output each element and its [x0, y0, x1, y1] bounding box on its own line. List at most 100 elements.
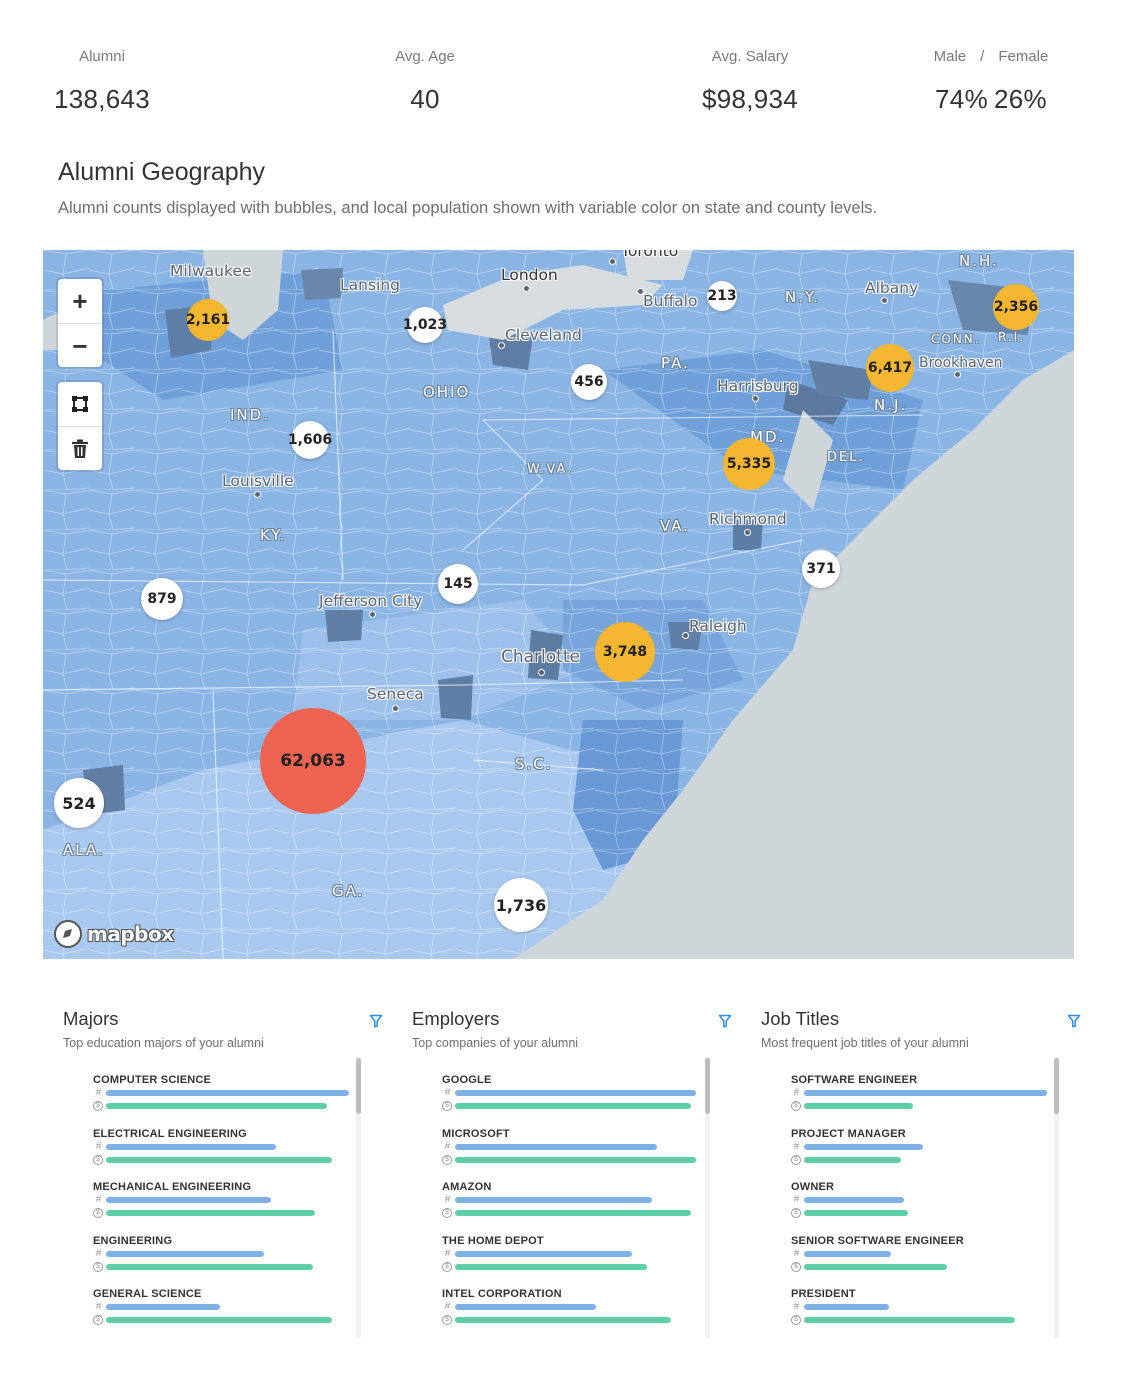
state-label-pa: PA.	[661, 354, 690, 372]
salary-bar[interactable]	[455, 1263, 647, 1270]
item-name: AMAZON	[442, 1181, 492, 1193]
salary-bar[interactable]	[804, 1103, 914, 1109]
panel-title: Employers	[412, 1008, 500, 1029]
list-item[interactable]: MECHANICAL ENGINEERING # $	[93, 1179, 349, 1233]
list-item[interactable]: SENIOR SOFTWARE ENGINEER # $	[791, 1233, 1047, 1287]
list-item[interactable]: OWNER # $	[791, 1179, 1047, 1233]
majors-list: COMPUTER SCIENCE # $ ELECTRICAL ENGINEERING…	[93, 1072, 349, 1340]
count-bar[interactable]	[455, 1143, 657, 1150]
geography-title: Alumni Geography	[58, 158, 266, 186]
mapbox-logo[interactable]: mapbox	[53, 919, 174, 949]
scrollbar-thumb[interactable]	[1054, 1058, 1059, 1114]
bubble-1606[interactable]: 1,606	[288, 421, 332, 459]
salary-bar-row: $	[791, 1100, 1047, 1112]
bubble-62063[interactable]: 62,063	[260, 708, 366, 814]
count-bar[interactable]	[804, 1304, 890, 1310]
count-bar-track	[455, 1250, 698, 1257]
list-item[interactable]: SOFTWARE ENGINEER # $	[791, 1072, 1047, 1126]
count-bar[interactable]	[455, 1250, 633, 1257]
bubble-213[interactable]: 213	[707, 281, 737, 311]
salary-bar-track	[106, 1156, 349, 1163]
salary-bar-row: $	[93, 1154, 349, 1166]
alumni-map[interactable]: N.H. N.Y. CONN. R.I. PA. N.J. OHIO IND. …	[43, 250, 1074, 959]
bubble-456[interactable]: 456	[571, 364, 607, 400]
list-item[interactable]: GENERAL SCIENCE # $	[93, 1286, 349, 1340]
list-item[interactable]: ENGINEERING # $	[93, 1233, 349, 1287]
list-item[interactable]: MICROSOFT # $	[442, 1126, 698, 1180]
count-bar[interactable]	[804, 1143, 924, 1150]
count-bar[interactable]	[455, 1304, 596, 1310]
zoom-out-button[interactable]: −	[58, 323, 102, 367]
bubble-524[interactable]: 524	[54, 778, 104, 828]
state-label-ind: IND.	[230, 406, 270, 424]
bubble-6417[interactable]: 6,417	[866, 344, 914, 392]
salary-bar[interactable]	[106, 1317, 332, 1323]
bubble-1736[interactable]: 1,736	[494, 878, 548, 932]
salary-bar[interactable]	[804, 1263, 948, 1270]
hash-icon: #	[444, 1247, 451, 1259]
city-dot-charlotte	[538, 669, 545, 676]
zoom-controls: + −	[58, 279, 102, 367]
bubble-2356[interactable]: 2,356	[993, 284, 1039, 330]
scrollbar[interactable]	[705, 1058, 710, 1338]
salary-bar[interactable]	[106, 1263, 313, 1270]
bubble-145[interactable]: 145	[438, 564, 478, 604]
count-bar[interactable]	[106, 1090, 349, 1096]
list-item[interactable]: AMAZON # $	[442, 1179, 698, 1233]
scrollbar[interactable]	[356, 1058, 361, 1338]
panel-subtitle: Top education majors of your alumni	[63, 1036, 264, 1050]
salary-bar[interactable]	[804, 1156, 902, 1163]
filter-icon[interactable]	[1067, 1014, 1081, 1028]
scrollbar-thumb[interactable]	[705, 1058, 710, 1114]
bubble-5335[interactable]: 5,335	[723, 438, 775, 490]
list-item[interactable]: GOOGLE # $	[442, 1072, 698, 1126]
bubble-879[interactable]: 879	[141, 578, 183, 620]
salary-bar[interactable]	[804, 1210, 909, 1216]
bubble-3748[interactable]: 3,748	[595, 622, 655, 682]
count-bar[interactable]	[455, 1197, 652, 1203]
filter-icon[interactable]	[369, 1014, 383, 1028]
count-bar[interactable]	[804, 1090, 1047, 1096]
list-item[interactable]: INTEL CORPORATION # $	[442, 1286, 698, 1340]
draw-polygon-button[interactable]	[58, 382, 102, 426]
count-bar[interactable]	[804, 1250, 892, 1257]
list-item[interactable]: ELECTRICAL ENGINEERING # $	[93, 1126, 349, 1180]
salary-bar[interactable]	[106, 1210, 315, 1216]
list-item[interactable]: THE HOME DEPOT # $	[442, 1233, 698, 1287]
list-item[interactable]: PRESIDENT # $	[791, 1286, 1047, 1340]
salary-bar[interactable]	[455, 1103, 691, 1109]
count-bar-row: #	[93, 1141, 349, 1153]
count-bar[interactable]	[455, 1090, 696, 1096]
bubble-371[interactable]: 371	[802, 550, 840, 588]
count-bar[interactable]	[106, 1197, 272, 1203]
salary-bar[interactable]	[455, 1156, 696, 1163]
salary-bar[interactable]	[106, 1103, 328, 1109]
trash-button[interactable]	[58, 426, 102, 470]
bubble-2161[interactable]: 2,161	[186, 299, 230, 341]
item-name: PRESIDENT	[791, 1288, 856, 1300]
female-value: 26%	[994, 84, 1047, 114]
salary-bar-track	[804, 1210, 1047, 1216]
salary-bar[interactable]	[106, 1156, 332, 1163]
salary-bar[interactable]	[804, 1317, 1016, 1323]
filter-icon[interactable]	[718, 1014, 732, 1028]
salary-bar[interactable]	[455, 1210, 691, 1216]
bubble-1023[interactable]: 1,023	[403, 307, 447, 343]
list-item[interactable]: PROJECT MANAGER # $	[791, 1126, 1047, 1180]
count-bar[interactable]	[804, 1197, 904, 1203]
count-bar-track	[455, 1304, 698, 1310]
count-bar[interactable]	[106, 1250, 264, 1257]
geography-subtitle: Alumni counts displayed with bubbles, an…	[58, 199, 878, 217]
scrollbar[interactable]	[1054, 1058, 1059, 1338]
count-bar[interactable]	[106, 1304, 221, 1310]
item-name: OWNER	[791, 1181, 835, 1193]
salary-bar-track	[804, 1317, 1047, 1323]
list-item[interactable]: COMPUTER SCIENCE # $	[93, 1072, 349, 1126]
zoom-in-button[interactable]: +	[58, 279, 102, 323]
scrollbar-thumb[interactable]	[356, 1058, 361, 1114]
city-dot-albany	[881, 297, 888, 304]
male-value: 74%	[935, 84, 988, 114]
count-bar[interactable]	[106, 1143, 277, 1150]
salary-bar[interactable]	[455, 1317, 672, 1323]
count-bar-track	[455, 1090, 698, 1096]
